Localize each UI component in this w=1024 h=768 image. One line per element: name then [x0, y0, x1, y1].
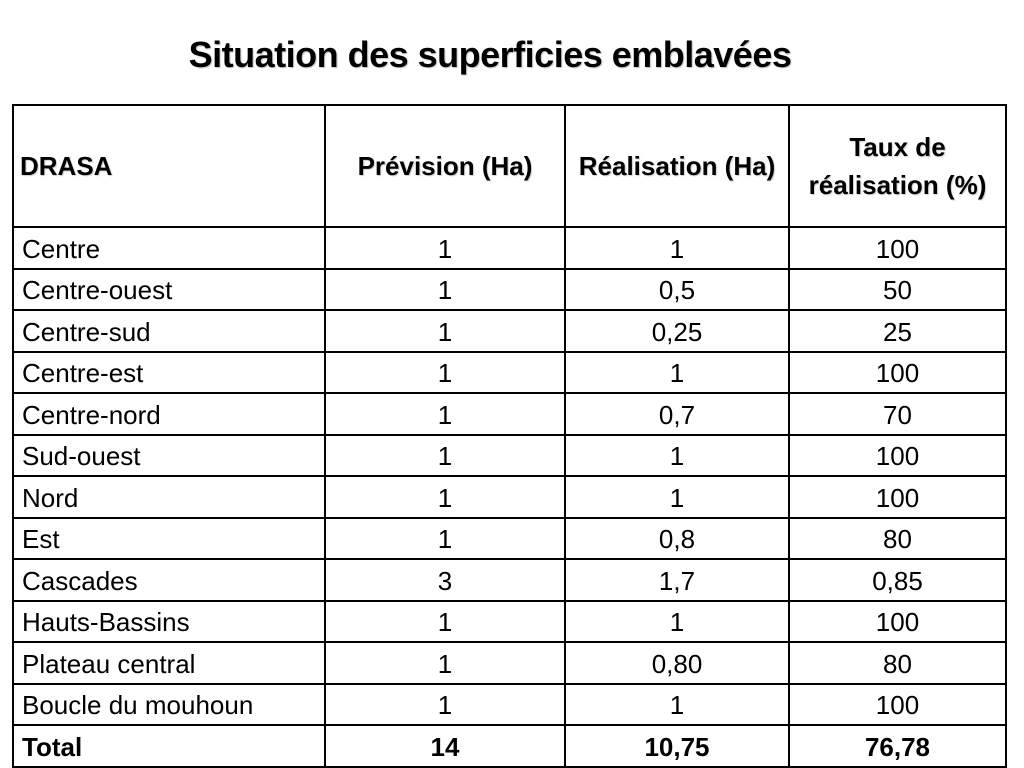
header-realisation: Réalisation (Ha): [564, 104, 790, 228]
table-row: Centre-est 1 1 100: [12, 350, 1007, 394]
table-row: Centre-nord 1 0,7 70: [12, 392, 1007, 436]
cell-realisation: 0,25: [564, 309, 790, 353]
table-row: Centre-ouest 1 0,5 50: [12, 267, 1007, 311]
total-prevision: 14: [324, 724, 566, 768]
cell-realisation: 1: [564, 599, 790, 643]
cell-prevision: 1: [324, 682, 566, 726]
cell-taux: 100: [788, 433, 1007, 477]
table-row: Sud-ouest 1 1 100: [12, 433, 1007, 477]
cell-realisation: 0,5: [564, 267, 790, 311]
cell-drasa: Centre-sud: [12, 309, 326, 353]
cell-drasa: Plateau central: [12, 641, 326, 685]
table-row: Nord 1 1 100: [12, 475, 1007, 519]
cell-drasa: Boucle du mouhoun: [12, 682, 326, 726]
cell-taux: 25: [788, 309, 1007, 353]
cell-prevision: 1: [324, 267, 566, 311]
cell-taux: 80: [788, 516, 1007, 560]
cell-drasa: Est: [12, 516, 326, 560]
cell-prevision: 1: [324, 516, 566, 560]
cell-realisation: 0,8: [564, 516, 790, 560]
header-drasa: DRASA: [12, 104, 326, 228]
total-label: Total: [12, 724, 326, 768]
cell-realisation: 1: [564, 433, 790, 477]
cell-realisation: 1: [564, 682, 790, 726]
cell-taux: 100: [788, 475, 1007, 519]
cell-realisation: 1: [564, 226, 790, 270]
table-row: Cascades 3 1,7 0,85: [12, 558, 1007, 602]
cell-taux: 100: [788, 226, 1007, 270]
table-row: Centre 1 1 100: [12, 226, 1007, 270]
cell-prevision: 1: [324, 475, 566, 519]
cell-prevision: 1: [324, 641, 566, 685]
header-prevision: Prévision (Ha): [324, 104, 566, 228]
cell-prevision: 1: [324, 392, 566, 436]
cell-realisation: 1,7: [564, 558, 790, 602]
cell-drasa: Cascades: [12, 558, 326, 602]
table-row: Boucle du mouhoun 1 1 100: [12, 682, 1007, 726]
cell-drasa: Centre-est: [12, 350, 326, 394]
table-row: Plateau central 1 0,80 80: [12, 641, 1007, 685]
cell-drasa: Centre: [12, 226, 326, 270]
cell-taux: 0,85: [788, 558, 1007, 602]
cell-realisation: 0,7: [564, 392, 790, 436]
cell-drasa: Centre-ouest: [12, 267, 326, 311]
cell-drasa: Nord: [12, 475, 326, 519]
header-taux: Taux de réalisation (%): [788, 104, 1007, 228]
cell-realisation: 0,80: [564, 641, 790, 685]
cell-prevision: 1: [324, 309, 566, 353]
cell-taux: 50: [788, 267, 1007, 311]
cell-drasa: Centre-nord: [12, 392, 326, 436]
cell-drasa: Hauts-Bassins: [12, 599, 326, 643]
total-realisation: 10,75: [564, 724, 790, 768]
table-total-row: Total 14 10,75 76,78: [12, 724, 1007, 768]
cell-taux: 70: [788, 392, 1007, 436]
cell-taux: 100: [788, 350, 1007, 394]
cell-realisation: 1: [564, 350, 790, 394]
table-row: Centre-sud 1 0,25 25: [12, 309, 1007, 353]
cell-prevision: 1: [324, 350, 566, 394]
total-taux: 76,78: [788, 724, 1007, 768]
cell-taux: 80: [788, 641, 1007, 685]
cell-taux: 100: [788, 682, 1007, 726]
cell-prevision: 1: [324, 433, 566, 477]
cell-prevision: 1: [324, 226, 566, 270]
table-row: Hauts-Bassins 1 1 100: [12, 599, 1007, 643]
cell-realisation: 1: [564, 475, 790, 519]
cell-prevision: 3: [324, 558, 566, 602]
superficies-table: DRASA Prévision (Ha) Réalisation (Ha) Ta…: [12, 104, 1007, 768]
cell-prevision: 1: [324, 599, 566, 643]
cell-drasa: Sud-ouest: [12, 433, 326, 477]
cell-taux: 100: [788, 599, 1007, 643]
table-header-row: DRASA Prévision (Ha) Réalisation (Ha) Ta…: [12, 104, 1007, 228]
page-title: Situation des superficies emblavées: [188, 34, 792, 75]
table-row: Est 1 0,8 80: [12, 516, 1007, 560]
